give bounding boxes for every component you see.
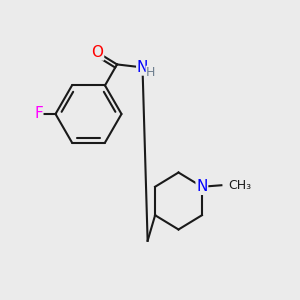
Text: CH₃: CH₃ [228, 179, 251, 192]
Text: H: H [146, 66, 156, 79]
Text: F: F [34, 106, 43, 122]
Text: O: O [92, 45, 104, 60]
Text: N: N [196, 179, 208, 194]
Text: N: N [137, 60, 148, 75]
